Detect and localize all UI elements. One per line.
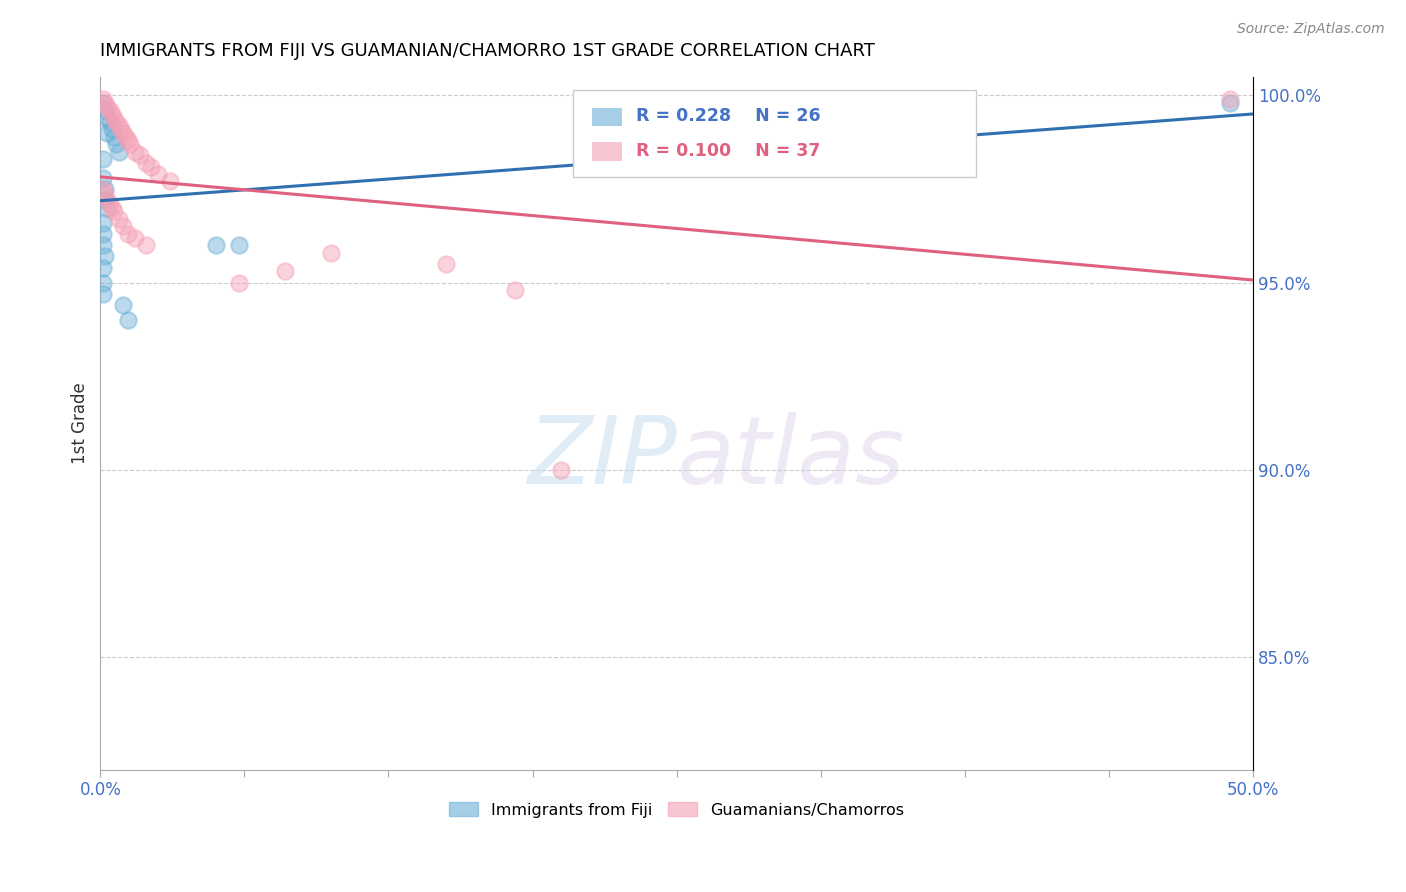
Point bbox=[112, 126, 135, 140]
Point bbox=[91, 170, 114, 185]
Point bbox=[103, 204, 125, 219]
Point bbox=[105, 114, 128, 128]
Point bbox=[103, 111, 125, 125]
Point bbox=[434, 257, 457, 271]
Point bbox=[1219, 92, 1241, 106]
Text: atlas: atlas bbox=[676, 412, 905, 503]
Point bbox=[274, 264, 297, 278]
Point bbox=[96, 201, 118, 215]
Point bbox=[91, 260, 114, 275]
Point bbox=[91, 227, 114, 241]
Legend: Immigrants from Fiji, Guamanians/Chamorros: Immigrants from Fiji, Guamanians/Chamorr… bbox=[443, 796, 910, 824]
Point bbox=[91, 238, 114, 252]
Point bbox=[91, 182, 114, 196]
Point bbox=[103, 129, 125, 144]
Y-axis label: 1st Grade: 1st Grade bbox=[72, 383, 89, 464]
Point bbox=[94, 249, 117, 263]
Point bbox=[146, 167, 169, 181]
Point bbox=[96, 193, 118, 207]
Point bbox=[94, 182, 117, 196]
Point bbox=[319, 245, 342, 260]
Point bbox=[135, 155, 157, 169]
Point bbox=[550, 463, 572, 477]
Point bbox=[98, 114, 121, 128]
Point bbox=[105, 136, 128, 151]
Point bbox=[204, 238, 226, 252]
Point bbox=[94, 186, 117, 200]
Point bbox=[114, 129, 136, 144]
Point bbox=[117, 227, 139, 241]
Point bbox=[128, 148, 150, 162]
Point bbox=[96, 111, 118, 125]
Text: Source: ZipAtlas.com: Source: ZipAtlas.com bbox=[1237, 22, 1385, 37]
Point bbox=[107, 118, 129, 132]
Point bbox=[94, 103, 117, 118]
Point bbox=[120, 136, 142, 151]
Point bbox=[94, 95, 117, 110]
Point bbox=[1219, 95, 1241, 110]
FancyBboxPatch shape bbox=[572, 90, 976, 178]
Point bbox=[135, 238, 157, 252]
Point bbox=[94, 193, 117, 207]
Text: R = 0.228    N = 26: R = 0.228 N = 26 bbox=[637, 107, 821, 125]
Point bbox=[101, 122, 124, 136]
Point bbox=[139, 160, 162, 174]
Point bbox=[91, 216, 114, 230]
Point bbox=[228, 238, 250, 252]
Point bbox=[91, 95, 114, 110]
Point bbox=[112, 219, 135, 234]
Point bbox=[117, 313, 139, 327]
Point bbox=[98, 103, 121, 118]
Point bbox=[101, 107, 124, 121]
Point bbox=[101, 201, 124, 215]
Point bbox=[91, 152, 114, 166]
Point bbox=[96, 126, 118, 140]
Point bbox=[91, 286, 114, 301]
Text: R = 0.100    N = 37: R = 0.100 N = 37 bbox=[637, 142, 821, 160]
Point bbox=[107, 145, 129, 159]
Text: ZIP: ZIP bbox=[527, 412, 676, 503]
Point bbox=[96, 99, 118, 113]
Point bbox=[228, 276, 250, 290]
Point bbox=[91, 92, 114, 106]
Text: IMMIGRANTS FROM FIJI VS GUAMANIAN/CHAMORRO 1ST GRADE CORRELATION CHART: IMMIGRANTS FROM FIJI VS GUAMANIAN/CHAMOR… bbox=[100, 42, 875, 60]
Point bbox=[112, 298, 135, 312]
Point bbox=[91, 276, 114, 290]
Point bbox=[124, 230, 146, 244]
Bar bbox=[592, 108, 621, 125]
Point bbox=[124, 145, 146, 159]
Point bbox=[98, 197, 121, 211]
Point bbox=[159, 174, 181, 188]
Point bbox=[117, 133, 139, 147]
Point bbox=[503, 283, 526, 297]
Point bbox=[107, 211, 129, 226]
Point bbox=[110, 122, 132, 136]
Bar bbox=[592, 143, 621, 160]
